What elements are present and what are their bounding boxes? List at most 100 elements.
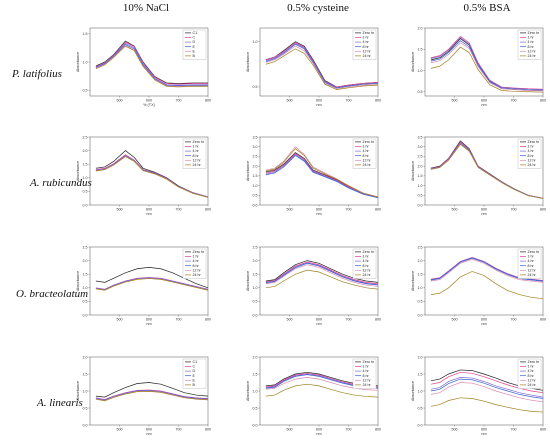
chart-panel-11: 500 600 700 800 0.0 0.5 1.0 1.5 2.0 nm Absorbance Z…: [246, 355, 381, 436]
legend-label: 12 hr: [528, 268, 537, 272]
y-axis-label: Absorbance: [76, 381, 80, 401]
series-line: [430, 257, 544, 282]
legend-label: 1 hr: [528, 145, 535, 149]
x-tick-label: 800: [205, 99, 211, 103]
chart-panel-5: 500 600 700 800 0.0 0.5 1.0 1.5 2.0 2.5 3.0 3.5 nm Ab…: [246, 135, 381, 216]
column-title-nacl: 10% NaCl: [123, 2, 169, 14]
series-line: [95, 277, 209, 291]
series-line: [430, 40, 544, 91]
x-tick-label: 700: [511, 428, 517, 432]
y-tick-label: 1.5: [253, 273, 258, 277]
legend-label: Zero hr: [363, 250, 375, 254]
y-tick-label: 0.0: [253, 203, 258, 207]
x-axis-label: nm: [481, 322, 486, 326]
legend-label: 1 hr: [193, 255, 200, 259]
x-tick-label: 800: [375, 208, 381, 212]
legend-label: E: [193, 45, 196, 49]
x-tick-label: 600: [481, 428, 487, 432]
legend-label: Zero hr: [363, 360, 375, 364]
x-tick-label: 500: [287, 318, 293, 322]
y-tick-label: 1.5: [83, 372, 88, 376]
legend-label: 8 hr: [528, 264, 535, 268]
legend-label: 8 hr: [193, 154, 200, 158]
y-tick-label: 1.5: [253, 372, 258, 376]
y-axis-label: Absorbance: [76, 271, 80, 291]
x-tick-label: 500: [452, 318, 458, 322]
x-tick-label: 700: [346, 318, 352, 322]
series-line: [265, 262, 379, 285]
y-tick-label: 0.5: [418, 406, 423, 410]
x-tick-label: 600: [146, 318, 152, 322]
y-tick-label: 2.0: [418, 259, 423, 263]
series-line: [95, 45, 208, 88]
y-tick-label: 1.5: [83, 32, 88, 36]
y-tick-label: 2.0: [418, 26, 423, 30]
y-tick-label: 0.0: [253, 423, 258, 427]
series-line: [430, 258, 544, 283]
x-tick-label: 700: [176, 208, 182, 212]
y-tick-label: 1.5: [83, 273, 88, 277]
series-line: [430, 143, 544, 199]
x-tick-label: 500: [287, 208, 293, 212]
y-tick-label: 1.0: [418, 184, 423, 188]
series-line: [265, 153, 379, 198]
legend-label: 1 hr: [363, 365, 370, 369]
x-axis-label: nm: [481, 212, 486, 216]
x-tick-label: 500: [287, 99, 293, 103]
y-tick-label: 0.5: [83, 190, 88, 194]
y-axis-label: Absorbance: [411, 381, 415, 401]
legend-label: 4 hr: [528, 259, 535, 263]
series-line: [95, 277, 209, 290]
legend-label: 1 hr: [363, 36, 370, 40]
x-tick-label: 800: [540, 208, 546, 212]
y-tick-label: 2.5: [418, 155, 423, 159]
x-tick-label: 700: [346, 208, 352, 212]
legend-label: D: [193, 40, 196, 44]
series-line: [430, 382, 544, 403]
legend-label: Zero hr: [363, 140, 375, 144]
y-tick-label: 1.5: [418, 273, 423, 277]
y-tick-label: 1.5: [253, 174, 258, 178]
y-tick-label: 1.0: [418, 69, 423, 73]
x-tick-label: 800: [375, 318, 381, 322]
x-axis-label: % (TX): [143, 103, 156, 107]
chart-panel-2: 500 600 700 800 0.5 1.0 nm Absorbance Zero hr1 h…: [246, 27, 381, 107]
x-tick-label: 700: [176, 318, 182, 322]
chart-panel-3: 500 600 700 800 0.5 1.0 1.5 2.0 nm Absorbance Zero…: [411, 26, 546, 107]
chart-panel-9: 500 600 700 800 0.0 0.5 1.0 1.5 2.0 2.5 nm Absorban…: [411, 245, 546, 326]
legend-label: C: [193, 36, 196, 40]
y-tick-label: 0.5: [253, 300, 258, 304]
legend-label: 8 hr: [528, 374, 535, 378]
legend-label: Zero hr: [363, 31, 375, 35]
legend-label: Zero hr: [528, 140, 540, 144]
x-tick-label: 600: [146, 428, 152, 432]
series-line: [265, 260, 379, 283]
legend-label: 4 hr: [528, 149, 535, 153]
y-tick-label: 0.5: [253, 85, 258, 89]
y-tick-label: 2.0: [253, 164, 258, 168]
series-line: [265, 269, 379, 290]
x-tick-label: 600: [481, 208, 487, 212]
series-line: [95, 42, 208, 86]
y-tick-label: 2.0: [418, 355, 423, 359]
legend-label: 1 hr: [528, 36, 535, 40]
legend-label: 1 hr: [528, 255, 535, 259]
y-tick-label: 3.5: [253, 135, 258, 139]
legend-label: 24 hr: [363, 54, 372, 58]
y-tick-label: 1.0: [83, 389, 88, 393]
y-axis-label: Absorbance: [411, 161, 415, 181]
legend-label: 12 hr: [363, 378, 372, 382]
y-tick-label: 1.0: [418, 389, 423, 393]
series-line: [430, 36, 544, 90]
y-tick-label: 0.5: [418, 194, 423, 198]
x-axis-label: nm: [146, 212, 151, 216]
x-axis-label: nm: [481, 432, 486, 436]
y-tick-label: 0.5: [83, 300, 88, 304]
legend-label: 1 hr: [193, 145, 200, 149]
series-line: [95, 156, 209, 198]
series-line: [265, 148, 379, 198]
x-tick-label: 800: [540, 428, 546, 432]
chart-panel-6: 500 600 700 800 0.0 0.5 1.0 1.5 2.0 2.5 3.0 3.5 nm Ab…: [411, 135, 546, 216]
x-tick-label: 800: [205, 318, 211, 322]
